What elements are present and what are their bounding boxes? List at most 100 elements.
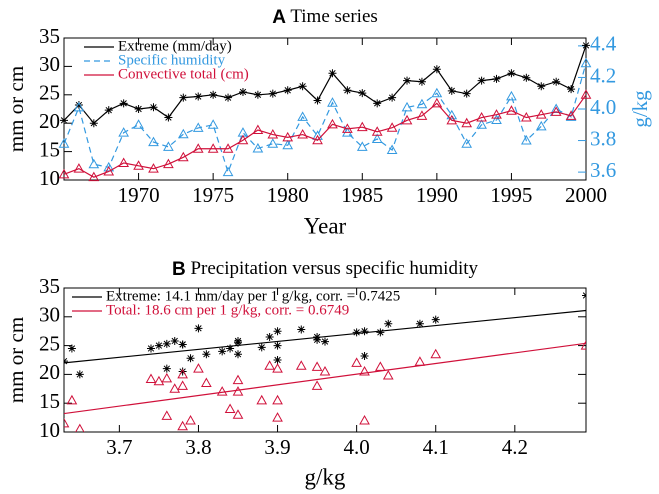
y2-tick-label: 4.0 bbox=[590, 95, 616, 119]
triangle-marker bbox=[282, 139, 294, 150]
star-marker bbox=[313, 335, 322, 344]
star-marker bbox=[202, 350, 211, 359]
triangle-marker bbox=[177, 128, 189, 139]
star-marker bbox=[194, 324, 203, 333]
triangle-marker bbox=[75, 423, 85, 432]
y-axis-label: mm or cm bbox=[4, 317, 28, 403]
y2-tick-label: 4.4 bbox=[590, 32, 617, 56]
y-tick-label: 20 bbox=[39, 109, 60, 133]
triangle-marker bbox=[382, 370, 394, 380]
fit-line bbox=[64, 342, 586, 415]
triangle-marker bbox=[446, 109, 458, 120]
triangle-marker bbox=[282, 131, 294, 142]
legend-label: Total: 18.6 cm per 1 g/kg, corr. = 0.674… bbox=[106, 302, 349, 318]
series-line bbox=[63, 63, 587, 174]
star-marker bbox=[238, 87, 247, 96]
y-tick-label: 30 bbox=[39, 52, 60, 76]
triangle-marker bbox=[145, 373, 157, 384]
star-marker bbox=[582, 41, 590, 50]
star-marker bbox=[417, 77, 426, 86]
triangle-marker bbox=[232, 386, 244, 396]
triangle-marker bbox=[73, 101, 85, 112]
star-marker bbox=[522, 73, 531, 82]
star-marker bbox=[343, 86, 352, 95]
triangle-marker bbox=[237, 134, 249, 145]
star-marker bbox=[283, 86, 292, 95]
triangle-marker bbox=[232, 409, 244, 419]
triangle-marker bbox=[252, 142, 264, 153]
star-marker bbox=[234, 350, 242, 359]
triangle-marker bbox=[185, 414, 196, 425]
star-marker bbox=[567, 85, 576, 94]
star-marker bbox=[477, 76, 486, 85]
y-tick-label: 10 bbox=[39, 418, 60, 442]
triangle-marker bbox=[550, 103, 562, 113]
triangle-marker bbox=[461, 138, 473, 148]
triangle-marker bbox=[161, 410, 173, 420]
star-marker bbox=[179, 93, 188, 102]
y2-tick-label: 3.6 bbox=[590, 158, 616, 182]
series-line bbox=[63, 94, 587, 178]
triangle-marker bbox=[118, 127, 130, 137]
triangle-marker bbox=[431, 87, 443, 98]
x-tick-label: 1970 bbox=[118, 183, 160, 207]
triangle-marker bbox=[327, 118, 338, 129]
chart-title: A Time series bbox=[272, 6, 378, 28]
triangle-marker bbox=[88, 171, 100, 182]
triangle-marker bbox=[163, 141, 174, 151]
y2-tick-label: 3.8 bbox=[590, 126, 616, 150]
triangle-marker bbox=[386, 122, 398, 132]
star-marker bbox=[194, 92, 203, 101]
star-marker bbox=[321, 337, 329, 346]
triangle-marker bbox=[88, 158, 100, 169]
star-marker bbox=[415, 319, 424, 328]
triangle-marker bbox=[506, 105, 517, 115]
triangle-marker bbox=[267, 138, 279, 148]
x-tick-label: 1995 bbox=[490, 183, 532, 207]
y-tick-label: 30 bbox=[39, 303, 60, 327]
triangle-marker bbox=[375, 361, 386, 371]
triangle-marker bbox=[356, 121, 368, 132]
triangle-marker bbox=[446, 114, 458, 125]
triangle-marker bbox=[192, 143, 204, 153]
triangle-marker bbox=[193, 363, 204, 373]
star-marker bbox=[67, 344, 76, 353]
star-marker bbox=[170, 336, 179, 345]
star-marker bbox=[257, 343, 266, 352]
y-tick-label: 15 bbox=[39, 137, 60, 161]
star-marker bbox=[104, 106, 113, 115]
star-marker bbox=[154, 341, 163, 350]
star-marker bbox=[162, 364, 171, 373]
star-marker bbox=[75, 370, 84, 379]
star-marker bbox=[403, 76, 412, 85]
x-tick-label: 1980 bbox=[267, 183, 309, 207]
triangle-marker bbox=[371, 133, 383, 143]
star-marker bbox=[224, 93, 233, 102]
star-marker bbox=[313, 96, 322, 105]
triangle-marker bbox=[201, 377, 212, 388]
triangle-marker bbox=[506, 90, 517, 101]
star-marker bbox=[384, 319, 393, 328]
triangle-marker bbox=[430, 348, 442, 359]
y-tick-label: 20 bbox=[39, 360, 60, 384]
triangle-marker bbox=[264, 360, 275, 370]
star-marker bbox=[360, 351, 369, 360]
triangle-marker bbox=[520, 112, 532, 122]
star-marker bbox=[164, 113, 173, 122]
star-marker bbox=[218, 347, 227, 356]
y-axis-label: mm or cm bbox=[4, 66, 28, 152]
star-marker bbox=[119, 99, 128, 108]
triangle-marker bbox=[148, 136, 159, 147]
triangle-marker bbox=[252, 124, 264, 135]
legend-label: Extreme (mm/day) bbox=[118, 38, 232, 54]
star-marker bbox=[432, 65, 441, 74]
triangle-marker bbox=[311, 361, 323, 371]
star-marker bbox=[273, 341, 282, 350]
triangle-marker bbox=[414, 356, 426, 366]
star-marker bbox=[462, 89, 471, 98]
triangle-marker bbox=[153, 375, 165, 386]
triangle-marker bbox=[207, 143, 219, 153]
x-tick-label: 2000 bbox=[565, 183, 607, 207]
panel-label: B bbox=[172, 259, 186, 280]
